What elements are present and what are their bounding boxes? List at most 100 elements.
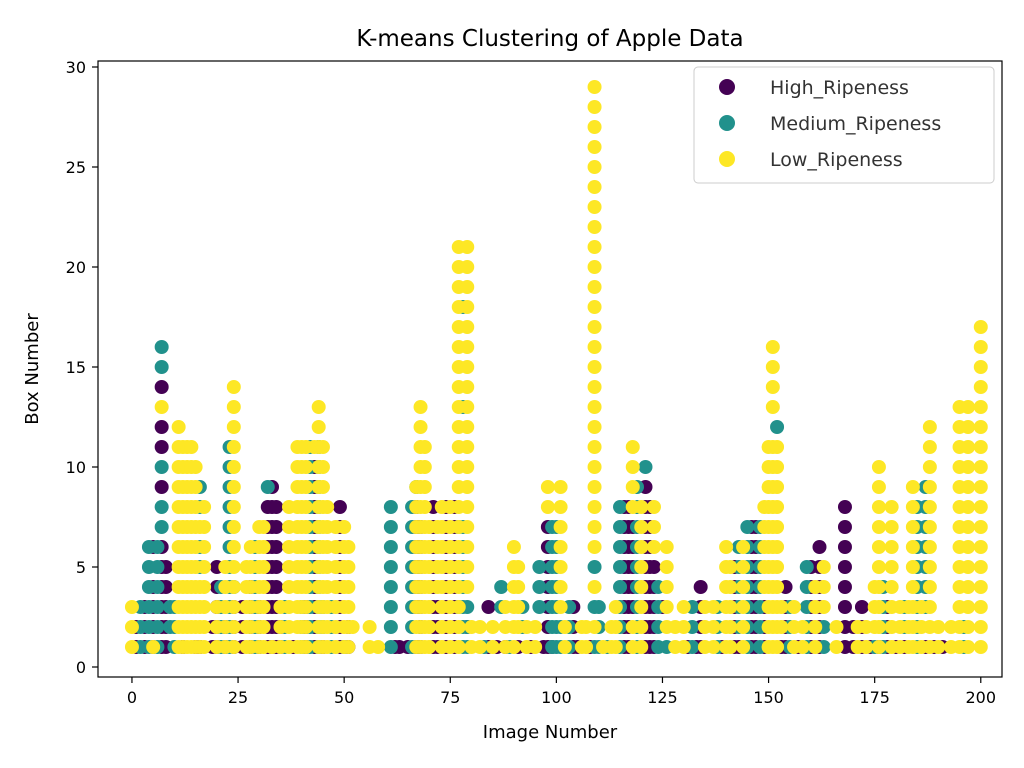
data-point xyxy=(723,580,738,594)
data-point xyxy=(226,620,241,634)
data-point xyxy=(553,500,568,514)
data-point xyxy=(905,580,920,594)
data-point xyxy=(871,460,886,474)
data-point xyxy=(460,380,475,394)
data-point xyxy=(871,560,886,574)
data-point xyxy=(634,620,649,634)
data-point xyxy=(808,640,823,654)
x-axis-ticks: 0 25 50 75 100 125 150 175 200 xyxy=(127,677,996,707)
data-point xyxy=(298,600,313,614)
data-point xyxy=(154,380,169,394)
data-point xyxy=(315,460,330,474)
data-point xyxy=(736,600,751,614)
data-point xyxy=(460,580,475,594)
data-point xyxy=(337,520,352,534)
data-point xyxy=(736,620,751,634)
data-point xyxy=(269,520,284,534)
data-point xyxy=(485,620,500,634)
data-point xyxy=(154,400,169,414)
data-point xyxy=(723,600,738,614)
data-point xyxy=(256,520,271,534)
plot-frame xyxy=(97,60,1003,678)
data-point xyxy=(770,420,785,434)
data-point xyxy=(553,480,568,494)
data-point xyxy=(154,480,169,494)
data-point xyxy=(383,620,398,634)
data-point xyxy=(587,380,602,394)
data-point xyxy=(341,540,356,554)
y-tick-label: 5 xyxy=(76,558,86,577)
data-point xyxy=(540,480,555,494)
data-point xyxy=(770,560,785,574)
data-point xyxy=(905,560,920,574)
legend-marker xyxy=(719,79,735,95)
data-point xyxy=(362,620,377,634)
y-tick-label: 30 xyxy=(66,58,86,77)
data-point xyxy=(770,460,785,474)
data-point xyxy=(557,620,572,634)
data-point xyxy=(460,260,475,274)
data-point xyxy=(625,440,640,454)
legend-label: Low_Ripeness xyxy=(770,149,903,171)
data-point xyxy=(634,600,649,614)
data-point xyxy=(829,640,844,654)
data-point xyxy=(973,560,988,574)
data-point xyxy=(770,520,785,534)
data-point xyxy=(511,580,526,594)
data-point xyxy=(341,600,356,614)
data-point xyxy=(506,640,521,654)
data-point xyxy=(659,560,674,574)
data-point xyxy=(774,620,789,634)
data-point xyxy=(540,500,555,514)
data-point xyxy=(460,300,475,314)
data-point xyxy=(931,640,946,654)
data-point xyxy=(532,560,547,574)
data-point xyxy=(973,600,988,614)
data-point xyxy=(795,640,810,654)
data-point xyxy=(298,460,313,474)
data-point xyxy=(269,500,284,514)
data-point xyxy=(587,140,602,154)
data-point xyxy=(973,380,988,394)
x-tick-label: 100 xyxy=(541,688,572,707)
data-point xyxy=(922,560,937,574)
data-point xyxy=(613,520,628,534)
data-point xyxy=(961,520,976,534)
data-point xyxy=(150,580,165,594)
data-point xyxy=(961,580,976,594)
data-point xyxy=(150,560,165,574)
data-point xyxy=(961,500,976,514)
data-point xyxy=(226,500,241,514)
data-point xyxy=(854,600,869,614)
legend-label: High_Ripeness xyxy=(770,77,909,99)
data-point xyxy=(226,480,241,494)
data-point xyxy=(553,600,568,614)
data-point xyxy=(460,320,475,334)
data-point xyxy=(922,580,937,594)
data-point xyxy=(770,480,785,494)
data-point xyxy=(383,540,398,554)
data-point xyxy=(638,460,653,474)
data-point xyxy=(383,560,398,574)
data-point xyxy=(553,520,568,534)
x-tick-label: 75 xyxy=(440,688,460,707)
data-point xyxy=(587,300,602,314)
data-point xyxy=(646,560,661,574)
data-point xyxy=(485,640,500,654)
data-point xyxy=(197,560,212,574)
data-point xyxy=(341,640,356,654)
data-point xyxy=(154,420,169,434)
data-point xyxy=(371,640,386,654)
data-point xyxy=(973,420,988,434)
data-point xyxy=(553,560,568,574)
data-point xyxy=(961,440,976,454)
legend-marker xyxy=(719,151,735,167)
data-point xyxy=(383,580,398,594)
data-point xyxy=(587,260,602,274)
data-point xyxy=(973,520,988,534)
data-point xyxy=(693,580,708,594)
data-point xyxy=(226,640,241,654)
data-point xyxy=(383,500,398,514)
data-point xyxy=(723,620,738,634)
